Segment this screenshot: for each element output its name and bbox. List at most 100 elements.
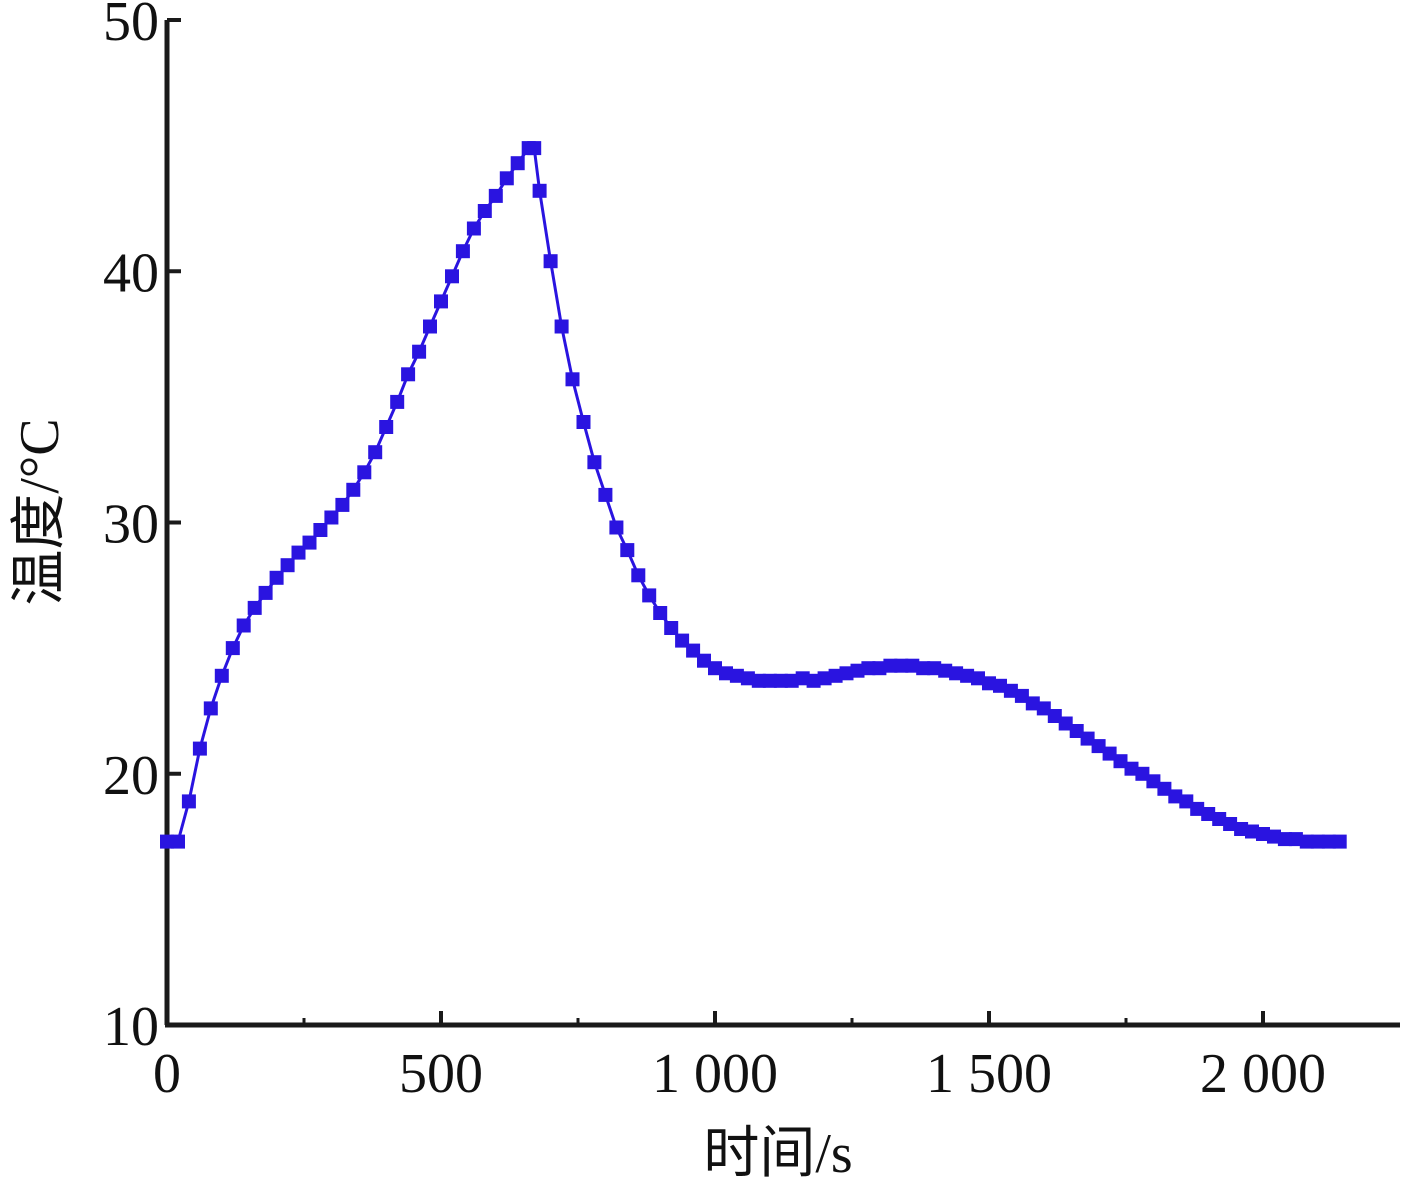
data-point [686, 643, 701, 658]
data-point [576, 415, 591, 429]
data-point [455, 244, 470, 259]
data-point [719, 666, 733, 681]
data-point [434, 294, 448, 309]
data-point [324, 510, 339, 525]
data-point [280, 558, 295, 573]
data-point [631, 568, 646, 583]
data-point [1245, 824, 1259, 839]
data-point [477, 204, 492, 218]
data-point [609, 520, 624, 535]
data-point [850, 663, 865, 678]
data-point [1058, 716, 1073, 731]
data-point [883, 658, 898, 673]
data-point [214, 668, 229, 683]
data-point [203, 701, 218, 716]
data-point [181, 794, 196, 809]
data-point [258, 585, 273, 600]
data-point [171, 834, 185, 849]
data-point [960, 668, 975, 683]
data-point [1135, 766, 1150, 781]
data-point [861, 661, 876, 676]
data-point [982, 676, 996, 691]
data-point [587, 455, 602, 470]
data-point [357, 465, 372, 480]
data-point [1212, 812, 1227, 826]
data-point [379, 420, 394, 434]
y-tick-label: 30 [103, 494, 159, 556]
data-point [1014, 688, 1029, 703]
data-point [1223, 817, 1238, 831]
y-tick-label: 10 [103, 996, 159, 1058]
x-axis-label: 时间/s [703, 1123, 852, 1181]
data-point [499, 171, 514, 186]
data-point [872, 661, 887, 676]
data-point [390, 394, 405, 409]
data-point [729, 668, 744, 683]
data-point [708, 661, 722, 676]
data-point [642, 588, 657, 603]
data-point [236, 618, 251, 633]
data-point [784, 673, 799, 688]
data-point [532, 183, 547, 198]
data-point [1277, 832, 1292, 847]
series-line [167, 146, 1340, 844]
data-point [1091, 739, 1106, 754]
data-point [368, 445, 383, 460]
x-tick-label: 1 000 [652, 1043, 778, 1105]
data-point [620, 543, 635, 558]
data-point [1267, 829, 1281, 844]
data-point [1025, 696, 1040, 711]
data-point [1256, 827, 1270, 841]
axes [164, 20, 1400, 1028]
data-point [1201, 807, 1216, 821]
data-point [916, 661, 931, 676]
data-point [1310, 834, 1325, 849]
data-point [773, 673, 788, 688]
y-tick-label: 20 [103, 745, 159, 807]
data-point [938, 663, 953, 678]
data-point [697, 653, 711, 668]
y-tick-label: 40 [103, 242, 159, 304]
data-point [247, 600, 262, 615]
data-point [1179, 794, 1194, 809]
data-point [971, 671, 985, 686]
x-tick-label: 2 000 [1200, 1043, 1326, 1105]
data-point [1047, 709, 1062, 723]
data-point [1157, 781, 1172, 796]
data-point [554, 319, 569, 334]
x-tick-label: 0 [153, 1043, 181, 1105]
data-point [1003, 683, 1018, 698]
data-point [313, 523, 328, 537]
data-point [949, 666, 964, 681]
data-point [1321, 834, 1336, 849]
data-point [927, 661, 942, 676]
data-point [1168, 789, 1183, 804]
data-point [1036, 701, 1051, 716]
data-point [653, 606, 668, 620]
data-point [423, 319, 437, 334]
y-tick-label: 50 [103, 0, 159, 53]
series-layer [160, 141, 1347, 849]
data-point [1288, 832, 1303, 847]
data-point [412, 344, 427, 359]
data-point [795, 671, 810, 686]
data-point [894, 658, 909, 673]
data-point [598, 487, 613, 502]
data-point [466, 221, 481, 236]
data-point [1102, 746, 1117, 761]
data-point [1299, 834, 1314, 849]
data-point [1234, 822, 1249, 836]
data-point [1146, 774, 1161, 789]
data-point [664, 621, 679, 635]
data-point [993, 678, 1007, 693]
data-point [160, 834, 174, 849]
data-point [675, 633, 690, 648]
data-point [1332, 834, 1347, 849]
data-point [817, 671, 832, 686]
data-point [740, 671, 755, 686]
data-point [291, 545, 306, 560]
y-axis-label: 温度/°C [9, 418, 71, 605]
data-point [225, 641, 240, 656]
